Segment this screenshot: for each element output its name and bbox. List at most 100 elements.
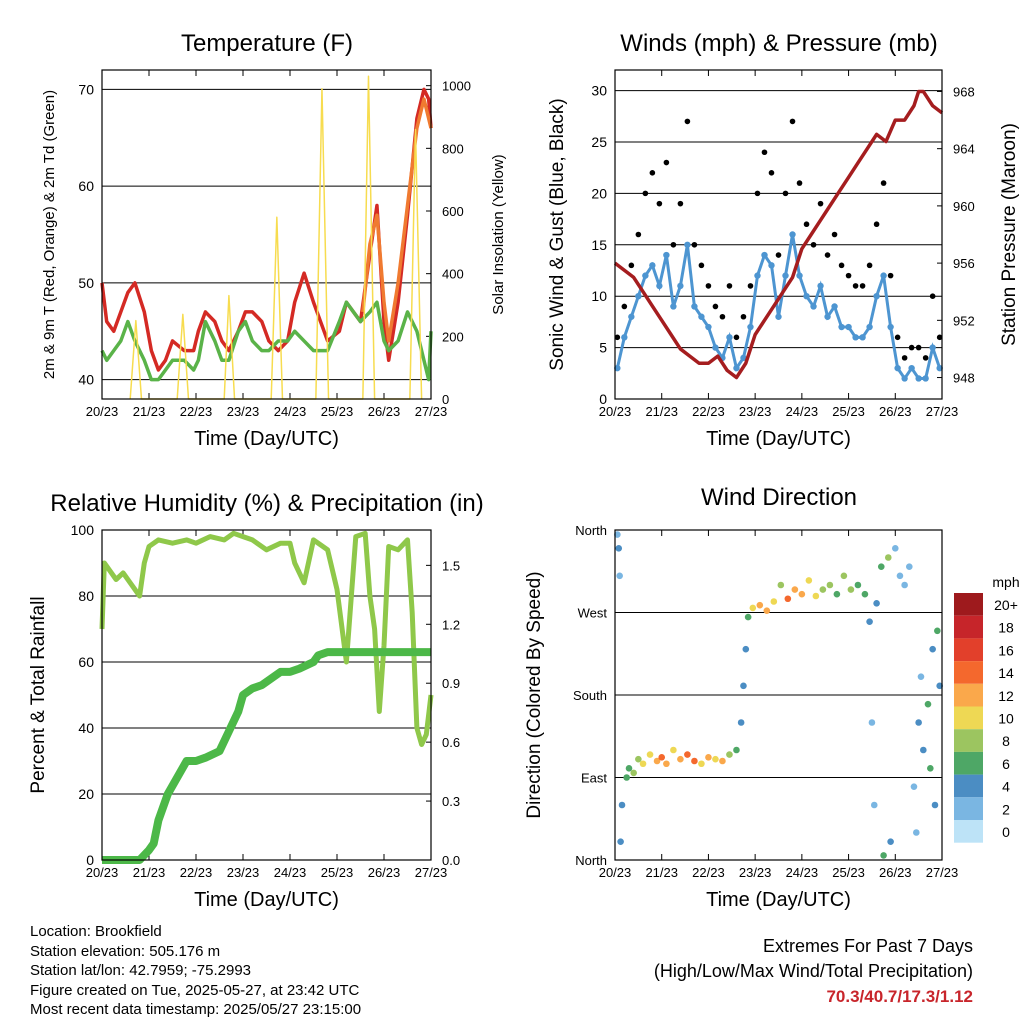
direction-point bbox=[712, 755, 719, 763]
winds-xtick-label: 26/23 bbox=[879, 404, 912, 419]
direction-point bbox=[614, 531, 621, 538]
direction-point bbox=[870, 801, 878, 809]
temperature-title: Temperature (F) bbox=[181, 30, 353, 57]
direction-point bbox=[658, 754, 666, 761]
temperature-xlabel: Time (Day/UTC) bbox=[194, 428, 339, 450]
winds-gust-point bbox=[922, 355, 929, 361]
direction-point bbox=[719, 757, 726, 765]
colorbar-label: 20+ bbox=[994, 597, 1018, 613]
direction-point bbox=[791, 586, 799, 593]
temperature-xtick-label: 24/23 bbox=[274, 404, 307, 419]
colorbar-label: 10 bbox=[998, 711, 1014, 727]
winds-ytick-label: 10 bbox=[591, 288, 607, 304]
temperature-xtick-label: 23/23 bbox=[227, 404, 260, 419]
winds-xlabel: Time (Day/UTC) bbox=[706, 428, 851, 450]
humidity-ytick-label: 0 bbox=[86, 852, 94, 868]
winds-gust-point bbox=[782, 190, 789, 197]
humidity-ytick-right-label: 0.0 bbox=[442, 853, 460, 868]
winds-gust-point bbox=[719, 313, 726, 320]
temperature-xtick-label: 25/23 bbox=[321, 404, 354, 419]
direction-point bbox=[770, 598, 778, 605]
winds-gust-point bbox=[684, 118, 691, 125]
temperature-ytick-label: 50 bbox=[78, 275, 94, 291]
direction-point bbox=[934, 627, 941, 635]
winds-gust-point bbox=[677, 200, 684, 207]
winds-gust-point bbox=[768, 170, 775, 176]
direction-point bbox=[873, 600, 880, 607]
temperature-ytick-right-label: 200 bbox=[442, 329, 464, 344]
direction-point bbox=[618, 801, 626, 809]
direction-point bbox=[749, 604, 757, 612]
direction-point bbox=[931, 801, 939, 809]
winds-gust-point bbox=[635, 231, 642, 238]
extremes-subtitle: (High/Low/Max Wind/Total Precipitation) bbox=[653, 961, 973, 981]
direction-point bbox=[646, 751, 654, 758]
winds-gust-point bbox=[796, 180, 803, 186]
direction-point bbox=[854, 581, 862, 589]
winds-frame bbox=[614, 69, 943, 400]
winds-gust-point bbox=[663, 159, 670, 166]
direction-point bbox=[847, 586, 855, 593]
direction-title: Wind Direction bbox=[701, 484, 857, 511]
winds-ytick-label: 0 bbox=[599, 391, 607, 407]
humidity-ytick-right-label: 1.2 bbox=[442, 617, 460, 632]
temperature-series-line-3 bbox=[129, 75, 423, 400]
direction-xtick-label: 25/23 bbox=[832, 865, 865, 880]
winds-xtick-label: 25/23 bbox=[832, 404, 865, 419]
colorbar-label: 4 bbox=[1002, 779, 1010, 795]
winds-gust-point bbox=[880, 180, 887, 186]
direction-frame bbox=[614, 529, 943, 861]
direction-point bbox=[744, 613, 752, 621]
direction-point bbox=[917, 673, 925, 680]
direction-xtick-label: 22/23 bbox=[692, 865, 725, 880]
winds-gust-point bbox=[628, 262, 635, 269]
winds-gust-point bbox=[649, 170, 656, 176]
extremes-box: Extremes For Past 7 Days (High/Low/Max W… bbox=[654, 934, 973, 1009]
temperature-ytick-right-label: 400 bbox=[442, 267, 464, 282]
colorbar-label: 12 bbox=[998, 688, 1014, 704]
winds-gust-point bbox=[670, 241, 677, 248]
humidity-xlabel: Time (Day/UTC) bbox=[194, 889, 339, 911]
direction-xlabel: Time (Day/UTC) bbox=[706, 889, 851, 911]
colorbar-swatch bbox=[954, 820, 983, 843]
colorbar-swatch bbox=[954, 751, 983, 775]
winds-gust-point bbox=[915, 344, 922, 351]
direction-point bbox=[884, 554, 892, 561]
direction-point bbox=[726, 751, 733, 758]
winds-ytick-label: 20 bbox=[591, 185, 607, 201]
direction-point bbox=[805, 577, 813, 584]
winds-ylabel: Sonic Wind & Gust (Blue, Black) bbox=[547, 98, 568, 370]
humidity-ytick-right-label: 0.3 bbox=[442, 794, 460, 809]
direction-point bbox=[920, 746, 927, 754]
temperature-ytick-right-label: 1000 bbox=[442, 79, 471, 94]
winds-gust-point bbox=[761, 149, 768, 156]
winds-gust-point bbox=[866, 262, 873, 269]
direction-ytick-label: North bbox=[575, 523, 607, 538]
extremes-title: Extremes For Past 7 Days bbox=[762, 936, 973, 956]
direction-xtick-label: 23/23 bbox=[739, 865, 772, 880]
temperature-series-line-1 bbox=[361, 97, 433, 343]
humidity-ytick-right-label: 0.6 bbox=[442, 735, 460, 750]
timestamp-text: Most recent data timestamp: 2025/05/27 2… bbox=[30, 1001, 362, 1018]
direction-point bbox=[833, 590, 841, 598]
temperature-ytick-right-label: 0 bbox=[442, 392, 449, 407]
colorbar-label: 6 bbox=[1002, 756, 1010, 772]
direction-ylabel: Direction (Colored By Speed) bbox=[524, 571, 545, 818]
direction-point bbox=[616, 572, 623, 580]
extremes-values: 70.3/40.7/17.3/1.12 bbox=[826, 987, 973, 1006]
humidity-xtick-label: 25/23 bbox=[321, 865, 354, 880]
direction-point bbox=[887, 838, 894, 845]
direction-xtick-label: 21/23 bbox=[645, 865, 678, 880]
direction-point bbox=[740, 682, 747, 690]
winds-xtick-label: 24/23 bbox=[786, 404, 819, 419]
direction-xtick-label: 26/23 bbox=[879, 865, 912, 880]
direction-point bbox=[705, 754, 712, 761]
direction-point bbox=[698, 760, 705, 768]
direction-point bbox=[663, 760, 670, 768]
winds-gust-point bbox=[691, 241, 698, 248]
winds-series-line-2 bbox=[613, 89, 944, 380]
direction-point bbox=[927, 765, 934, 772]
direction-ytick-label: South bbox=[573, 688, 607, 703]
winds-xtick-label: 22/23 bbox=[692, 404, 725, 419]
direction-point bbox=[840, 572, 848, 580]
